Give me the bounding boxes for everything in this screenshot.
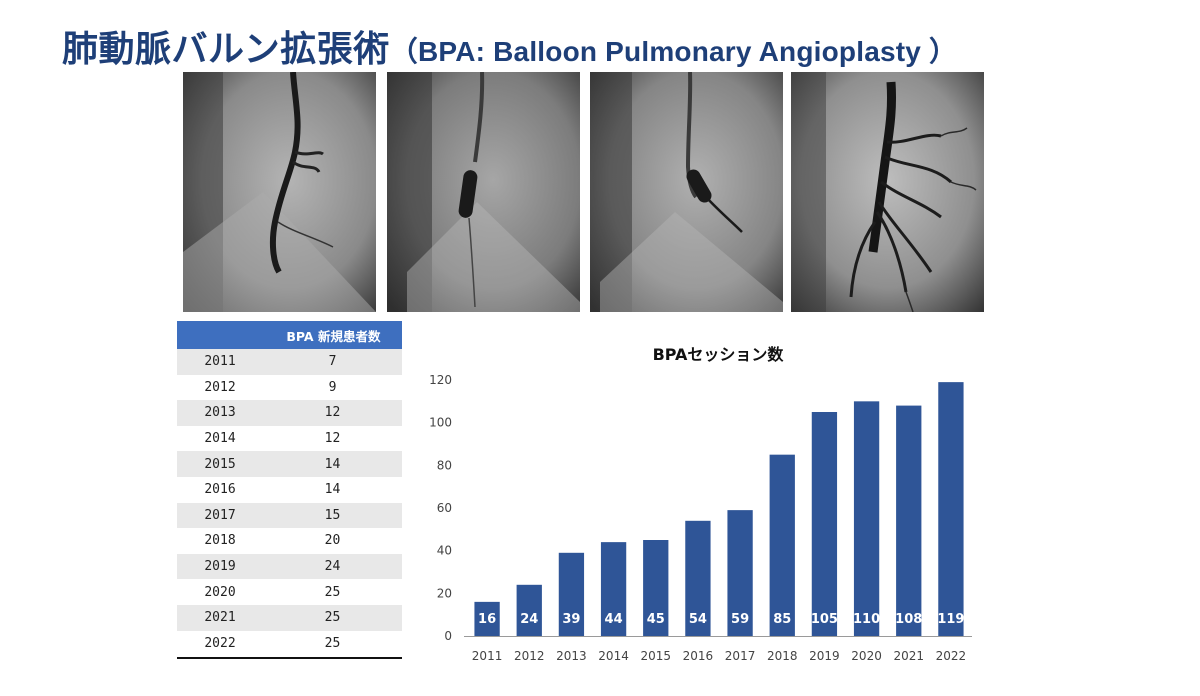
bar-value-label: 16 xyxy=(478,612,496,627)
bars: 16 24 39 44 45 54 59 85 105 110 108 119 xyxy=(474,382,964,636)
angiogram-image-3 xyxy=(590,72,783,312)
bar xyxy=(558,552,585,636)
x-axis: 2011 2012 2013 2014 2015 2016 2017 2018 2019 2020… xyxy=(472,649,966,663)
x-tick-label: 2019 xyxy=(809,649,840,663)
x-tick-label: 2022 xyxy=(936,649,967,663)
x-tick-label: 2017 xyxy=(725,649,756,663)
table-row: 2018 20 xyxy=(177,528,402,554)
table-row: 2015 14 xyxy=(177,451,402,477)
bar xyxy=(938,382,964,636)
bar-value-label: 119 xyxy=(937,612,964,627)
table-cell-year: 2017 xyxy=(204,507,236,523)
x-tick-label: 2015 xyxy=(640,649,671,663)
bar xyxy=(727,510,753,636)
angiogram-image-2 xyxy=(387,72,580,312)
x-tick-label: 2014 xyxy=(598,649,629,663)
y-tick-label: 20 xyxy=(437,586,452,600)
table-bottom-rule xyxy=(177,657,402,660)
bar-value-label: 110 xyxy=(853,612,880,627)
table-cell-count: 7 xyxy=(328,354,337,370)
table-cell-year: 2022 xyxy=(204,635,236,651)
bar xyxy=(896,405,922,636)
bar xyxy=(853,401,880,636)
x-tick-label: 2011 xyxy=(472,649,503,663)
bar xyxy=(769,454,795,636)
bar xyxy=(516,584,542,636)
y-axis: 0 20 40 60 80 100 120 xyxy=(429,373,452,643)
bar-value-label: 85 xyxy=(773,612,791,627)
x-tick-label: 2012 xyxy=(514,649,545,663)
table-row: 2022 25 xyxy=(177,630,402,657)
bar-value-label: 39 xyxy=(562,612,580,627)
x-tick-label: 2013 xyxy=(556,649,587,663)
table-cell-year: 2011 xyxy=(204,354,236,370)
table-row: 2021 25 xyxy=(177,604,402,631)
table-cell-count: 9 xyxy=(328,379,337,395)
y-tick-label: 80 xyxy=(437,458,452,472)
bar xyxy=(474,601,500,636)
table-cell-year: 2021 xyxy=(204,610,236,626)
table-cell-year: 2014 xyxy=(204,431,236,447)
bar xyxy=(643,540,669,636)
title-main: 肺動脈バルン拡張術 xyxy=(62,29,390,70)
table-cell-count: 15 xyxy=(324,507,341,523)
x-tick-label: 2021 xyxy=(893,649,924,663)
table-row: 2013 12 xyxy=(177,400,402,426)
table-cell-count: 20 xyxy=(324,533,341,549)
bar-value-label: 108 xyxy=(895,612,922,627)
chart-title: BPAセッション数 xyxy=(653,345,785,364)
table-cell-year: 2012 xyxy=(204,379,236,395)
table-row: 2020 25 xyxy=(177,579,402,605)
table-row: 2014 12 xyxy=(177,425,402,452)
table-cell-count: 25 xyxy=(324,610,341,626)
table-row: 2017 15 xyxy=(177,502,402,529)
table-cell-year: 2015 xyxy=(204,456,236,472)
bar-value-label: 54 xyxy=(689,612,707,627)
bar xyxy=(600,542,627,636)
x-tick-label: 2016 xyxy=(683,649,714,663)
bar-value-label: 44 xyxy=(605,612,623,627)
table-body: 2011 7 2012 9 2013 12 2014 12 2015 14 2016 14 … xyxy=(177,349,402,657)
table-cell-count: 12 xyxy=(324,405,341,421)
y-tick-label: 40 xyxy=(437,544,452,558)
table-row: 2016 14 xyxy=(177,476,402,503)
table-row: 2019 24 xyxy=(177,553,402,580)
bar-value-label: 45 xyxy=(647,612,665,627)
x-tick-label: 2020 xyxy=(851,649,882,663)
bar-value-label: 59 xyxy=(731,612,749,627)
table-header-count: BPA 新規患者数 xyxy=(286,328,381,344)
table-cell-count: 24 xyxy=(324,559,341,575)
table-cell-count: 14 xyxy=(324,456,341,472)
table-cell-year: 2018 xyxy=(204,533,236,549)
bar xyxy=(811,412,838,636)
angiogram-image-4 xyxy=(791,72,984,312)
angiogram-image-1 xyxy=(183,72,376,312)
table-cell-count: 25 xyxy=(324,635,341,651)
bpa-sessions-chart: BPAセッション数 0 20 40 60 80 100 120 16 24 39 44 45 54 59… xyxy=(429,345,972,663)
y-tick-label: 0 xyxy=(444,629,452,643)
table-cell-year: 2019 xyxy=(204,559,236,575)
y-tick-label: 60 xyxy=(437,501,452,515)
y-tick-label: 100 xyxy=(429,416,452,430)
table-row: 2011 7 xyxy=(177,349,402,375)
bar-value-label: 24 xyxy=(520,612,538,627)
table-cell-year: 2016 xyxy=(204,482,236,498)
table-cell-year: 2020 xyxy=(204,584,236,600)
bar-value-label: 105 xyxy=(811,612,838,627)
table-cell-year: 2013 xyxy=(204,405,236,421)
table-cell-count: 14 xyxy=(324,482,341,498)
bar xyxy=(685,520,711,636)
y-tick-label: 120 xyxy=(429,373,452,387)
table-cell-count: 12 xyxy=(324,431,341,447)
x-tick-label: 2018 xyxy=(767,649,798,663)
table-header: BPA 新規患者数 xyxy=(177,321,402,349)
table-row: 2012 9 xyxy=(177,374,402,401)
title-subtitle: （BPA: Balloon Pulmonary Angioplasty ） xyxy=(389,36,958,67)
new-patients-table: BPA 新規患者数 2011 7 2012 9 2013 12 2014 12 2015… xyxy=(177,321,402,660)
table-cell-count: 25 xyxy=(324,584,341,600)
page-title: 肺動脈バルン拡張術（BPA: Balloon Pulmonary Angiopl… xyxy=(62,20,957,72)
